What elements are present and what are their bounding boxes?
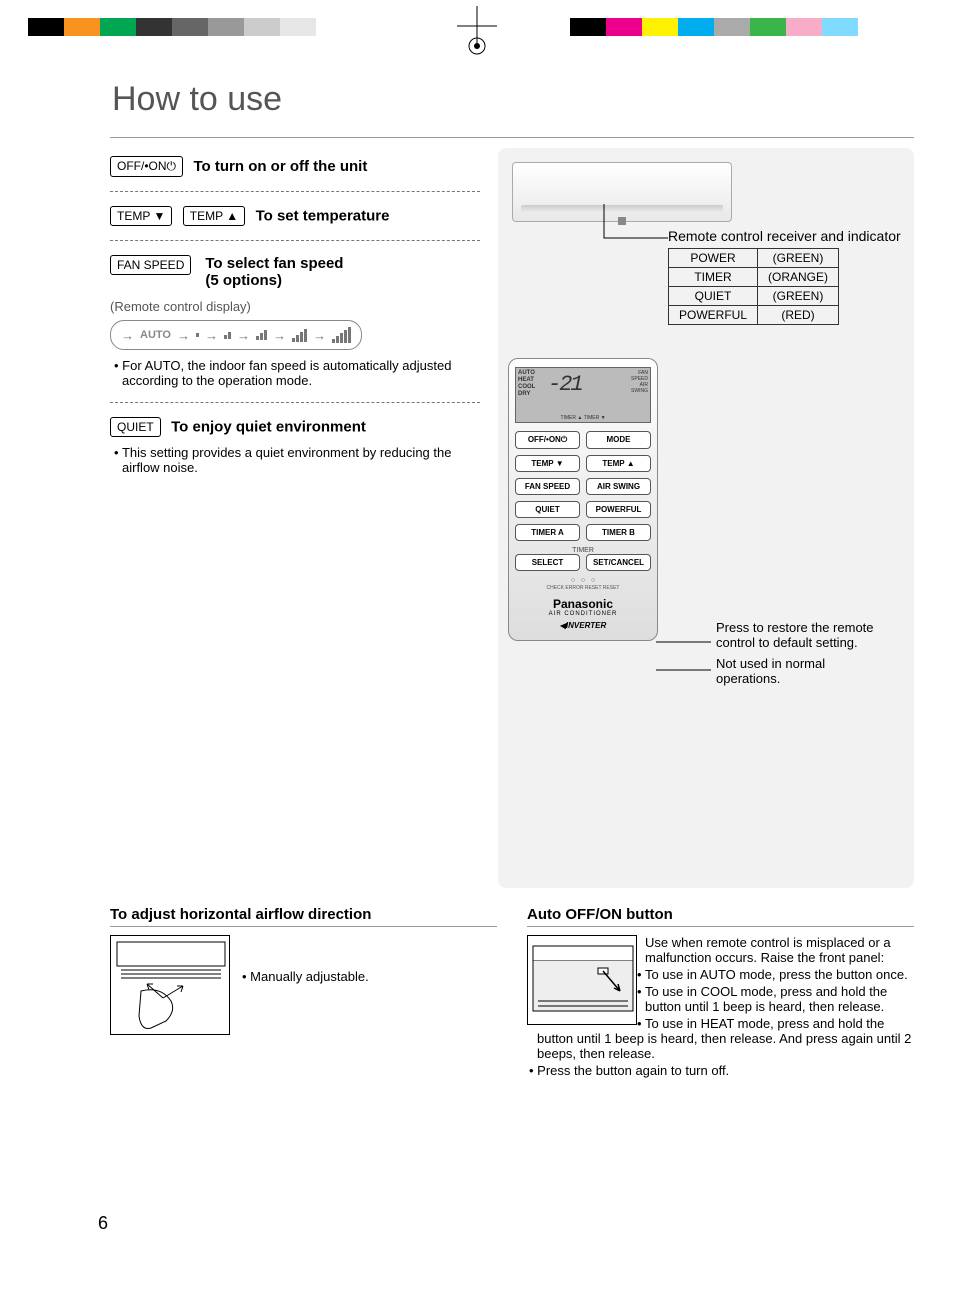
crop-mark-top [457, 6, 497, 56]
brand-label: Panasonic [515, 597, 651, 611]
indicator-name: QUIET [669, 287, 758, 306]
remote-button: SELECT [515, 554, 580, 571]
indicator-color: (ORANGE) [758, 268, 839, 287]
reset-dots-row: ○ ○ ○CHECK ERROR RESET RESET [515, 577, 651, 591]
timer-section-label: TIMER [515, 547, 651, 554]
off-on-button-label: OFF/•ON⏻ [110, 156, 183, 177]
page-title: How to use [112, 80, 914, 119]
remote-button: POWERFUL [586, 501, 651, 518]
lcd-modes: AUTO HEAT COOL DRY [518, 370, 535, 398]
page-number: 6 [98, 1213, 108, 1234]
remote-button: QUIET [515, 501, 580, 518]
remote-button: FAN SPEED [515, 478, 580, 495]
arrow-icon: → [205, 328, 218, 343]
auto-label: AUTO [140, 329, 171, 341]
indicator-color: (GREEN) [758, 249, 839, 268]
heading-temp: To set temperature [256, 208, 390, 225]
arrow-icon: → [273, 328, 286, 343]
indicator-color: (GREEN) [758, 287, 839, 306]
fan-auto-note: • For AUTO, the indoor fan speed is auto… [110, 358, 480, 388]
registration-bar-left [28, 18, 316, 36]
fan-level-5-icon [332, 327, 351, 343]
remote-button: TIMER A [515, 524, 580, 541]
leader-line [598, 198, 718, 258]
instructions-column: OFF/•ON⏻ To turn on or off the unit TEMP… [110, 148, 480, 888]
heading-onoff: To turn on or off the unit [193, 158, 367, 175]
divider-dashed [110, 402, 480, 403]
arrow-icon: → [121, 328, 134, 343]
divider-dashed [110, 191, 480, 192]
leader-line [656, 628, 716, 688]
product-label: AIR CONDITIONER [515, 611, 651, 617]
remote-button: OFF/•ON⏻ [515, 431, 580, 449]
heading-fan-l2: (5 options) [205, 272, 343, 289]
heading-quiet: To enjoy quiet environment [171, 419, 366, 436]
fan-level-2-icon [224, 332, 231, 339]
remote-button: TIMER B [586, 524, 651, 541]
lcd-timer-row: TIMER ▲ TIMER ▼ [520, 415, 646, 421]
illustration-panel: Remote control receiver and indicator PO… [498, 148, 914, 888]
indicator-name: POWERFUL [669, 306, 758, 325]
indicator-table: POWER(GREEN)TIMER(ORANGE)QUIET(GREEN)POW… [668, 248, 839, 325]
remote-button: TEMP ▼ [515, 455, 580, 472]
temp-up-button-label: TEMP ▲ [183, 206, 245, 226]
quiet-button-label: QUIET [110, 417, 161, 437]
indicator-name: TIMER [669, 268, 758, 287]
arrow-icon: → [237, 328, 250, 343]
remote-control-illustration: AUTO HEAT COOL DRY -21 FAN SPEED AIR SWI… [508, 358, 658, 641]
inverter-label: ◀INVERTER [515, 621, 651, 630]
remote-button: TEMP ▲ [586, 455, 651, 472]
callout-reset: Press to restore the remote control to d… [716, 620, 886, 650]
divider-dashed [110, 240, 480, 241]
registration-bar-right [570, 18, 894, 36]
arrow-icon: → [177, 328, 190, 343]
auto-bullet: Press the button again to turn off. [527, 1063, 914, 1078]
fan-level-4-icon [292, 329, 307, 342]
auto-button-illustration [527, 935, 637, 1025]
remote-display-caption: (Remote control display) [110, 299, 480, 314]
remote-button: SET/CANCEL [586, 554, 651, 571]
fan-level-3-icon [256, 330, 267, 340]
arrow-icon: → [313, 328, 326, 343]
callout-notused: Not used in normal operations. [716, 656, 886, 686]
lcd-right-labels: FAN SPEED AIR SWING [631, 370, 648, 394]
fan-level-1-icon [196, 333, 199, 337]
remote-button: AIR SWING [586, 478, 651, 495]
fan-speed-display: → AUTO → → → → → [110, 320, 362, 350]
quiet-note: • This setting provides a quiet environm… [110, 445, 480, 475]
lcd-temperature: -21 [548, 372, 582, 397]
fan-speed-button-label: FAN SPEED [110, 255, 191, 275]
temp-down-button-label: TEMP ▼ [110, 206, 172, 226]
remote-button: MODE [586, 431, 651, 449]
indicator-color: (RED) [758, 306, 839, 325]
louver-adjust-illustration [110, 935, 230, 1035]
heading-fan-l1: To select fan speed [205, 255, 343, 272]
heading-airflow: To adjust horizontal airflow direction [110, 906, 497, 927]
divider [110, 137, 914, 138]
heading-auto-button: Auto OFF/ON button [527, 906, 914, 927]
remote-lcd: AUTO HEAT COOL DRY -21 FAN SPEED AIR SWI… [515, 367, 651, 423]
airflow-note: Manually adjustable. [250, 969, 369, 984]
